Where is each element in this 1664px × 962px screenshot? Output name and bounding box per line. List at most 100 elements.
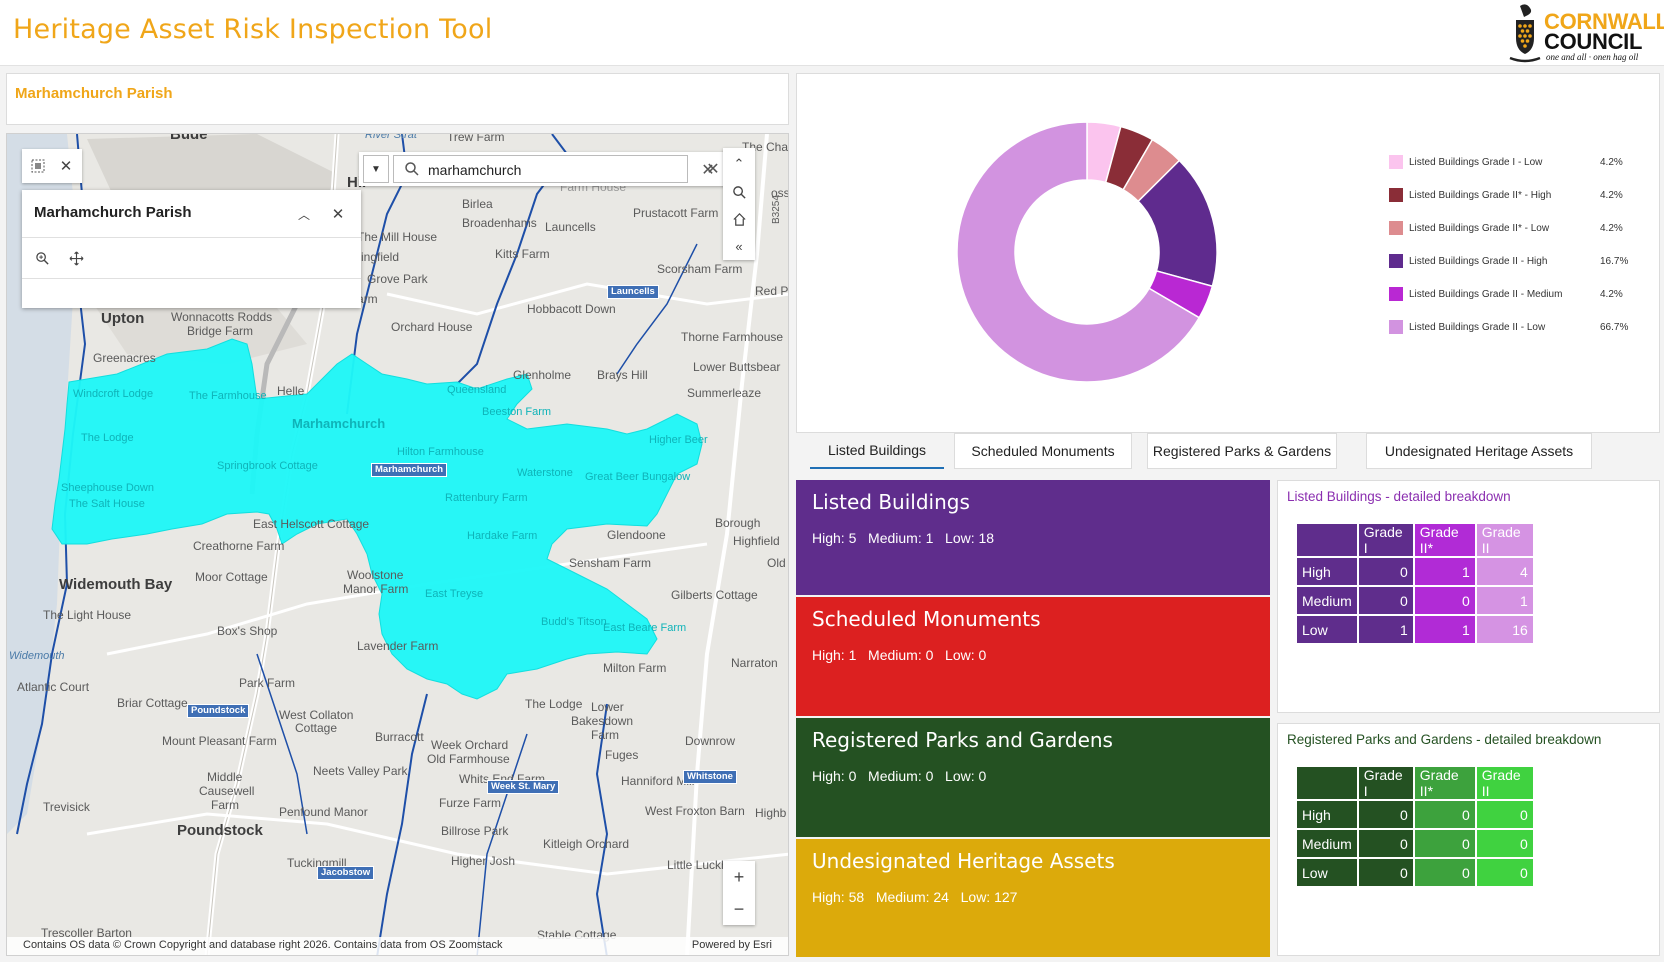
- place-badge: Jacobstow: [317, 866, 375, 880]
- zoom-in-icon[interactable]: +: [733, 866, 745, 887]
- row-label: High: [1297, 801, 1357, 828]
- search-source-dropdown[interactable]: ▼: [363, 155, 389, 183]
- category-card-parks[interactable]: Registered Parks and Gardens High: 0 Med…: [796, 718, 1270, 837]
- table-cell: 0: [1358, 859, 1413, 886]
- zoom-controls: + −: [723, 861, 755, 925]
- category-card-scheduled[interactable]: Scheduled Monuments High: 1 Medium: 0 Lo…: [796, 597, 1270, 716]
- tab-registered-parks-gardens[interactable]: Registered Parks & Gardens: [1147, 433, 1337, 469]
- table-row: High 0 1 4: [1297, 558, 1533, 585]
- map-label: Farm: [211, 798, 239, 812]
- map-label: oss: [771, 186, 789, 200]
- map-label: Trescoller Barton: [41, 926, 132, 940]
- close-icon[interactable]: ✕: [59, 158, 73, 175]
- map-label: Brays Hill: [597, 368, 648, 382]
- map-label: Mount Pleasant Farm: [162, 734, 277, 748]
- category-card-undesignated[interactable]: Undesignated Heritage Assets High: 58 Me…: [796, 839, 1270, 957]
- legend-swatch: [1389, 155, 1403, 169]
- map-label: The Light House: [43, 608, 132, 622]
- map-label: Briar Cottage: [117, 696, 188, 710]
- map-label: Birlea: [462, 197, 493, 211]
- category-stats: High: 1 Medium: 0 Low: 0: [812, 647, 987, 663]
- tab-scheduled-monuments[interactable]: Scheduled Monuments: [954, 433, 1132, 469]
- clear-search-icon[interactable]: ✕: [701, 162, 715, 179]
- home-icon[interactable]: [723, 203, 755, 235]
- expand-panel-icon[interactable]: «: [735, 238, 743, 254]
- legend-swatch: [1389, 320, 1403, 334]
- row-label: Medium: [1297, 587, 1357, 614]
- map-label: West Collaton: [279, 708, 354, 722]
- legend-label: Listed Buildings Grade II* - Low: [1409, 223, 1550, 234]
- map-nav-controls: ⌃ «: [723, 148, 755, 260]
- map-label: The Lodge: [81, 432, 134, 444]
- tab-listed-buildings[interactable]: Listed Buildings: [810, 433, 944, 469]
- cornwall-council-logo: CORNWALL COUNCIL one and all · onen hag …: [1506, 2, 1664, 64]
- table-row: Medium 0 0 1: [1297, 587, 1533, 614]
- search-input[interactable]: [428, 160, 648, 180]
- table-header-cell: Grade II: [1476, 767, 1533, 799]
- selected-parish-panel: Marhamchurch Parish: [6, 73, 789, 125]
- map-label: Waterstone: [517, 467, 573, 479]
- donut-chart: [956, 121, 1218, 383]
- map-label: East Treyse: [425, 588, 484, 600]
- place-badge: Whitstone: [683, 770, 737, 784]
- close-search-icon[interactable]: ✕: [706, 161, 720, 178]
- table-cell: 0: [1414, 859, 1475, 886]
- zoom-search-icon[interactable]: [723, 176, 755, 208]
- select-area-icon[interactable]: [22, 150, 54, 182]
- table-cell: 1: [1358, 616, 1413, 643]
- search-input-wrapper: ✕: [393, 155, 715, 183]
- logo-word-council: COUNCIL: [1544, 29, 1643, 54]
- map-label: Beeston Farm: [482, 406, 552, 418]
- zoom-out-icon[interactable]: −: [733, 898, 745, 919]
- breakdown-table: Grade I Grade II* Grade II High 0 1 4 Medium 0 0 1…: [1295, 522, 1535, 645]
- map-label: Moor Cottage: [195, 570, 268, 584]
- map-label: Higher Josh: [451, 854, 516, 868]
- zoom-to-icon[interactable]: [26, 242, 58, 274]
- map-label: Highb: [755, 806, 787, 820]
- legend-label: Listed Buildings Grade II - High: [1409, 256, 1548, 267]
- map-label: Sensham Farm: [569, 556, 652, 570]
- donut-slice[interactable]: [956, 121, 1201, 383]
- map-label: Atlantic Court: [17, 680, 90, 694]
- breakdown-title: Registered Parks and Gardens - detailed …: [1287, 732, 1602, 747]
- legend-label: Listed Buildings Grade I - Low: [1409, 157, 1543, 168]
- close-popup-icon[interactable]: ✕: [331, 206, 345, 223]
- map-label: Narraton: [731, 656, 778, 670]
- map-label: Grove Park: [367, 272, 428, 286]
- legend-value: 4.2%: [1600, 190, 1623, 201]
- table-cell: 0: [1358, 587, 1413, 614]
- map-label: Manor Farm: [343, 582, 409, 596]
- place-badge: Poundstock: [187, 704, 250, 718]
- map-view[interactable]: Bude River Strat Trew Farm The Cha Hil F…: [6, 133, 789, 956]
- legend-value: 66.7%: [1600, 322, 1629, 333]
- table-header-cell: Grade II: [1476, 524, 1533, 556]
- table-cell: 0: [1476, 859, 1533, 886]
- divider: [22, 278, 361, 279]
- map-label: Scorsham Farm: [657, 262, 743, 276]
- legend-swatch: [1389, 221, 1403, 235]
- category-stats: High: 5 Medium: 1 Low: 18: [812, 530, 995, 546]
- tab-undesignated-assets[interactable]: Undesignated Heritage Assets: [1366, 433, 1592, 469]
- category-card-listed[interactable]: Listed Buildings High: 5 Medium: 1 Low: …: [796, 480, 1270, 595]
- app-header: Heritage Asset Risk Inspection Tool CORN…: [0, 0, 1664, 66]
- place-badge: Week St. Mary: [487, 780, 560, 794]
- category-stats: High: 0 Medium: 0 Low: 0: [812, 768, 987, 784]
- row-label: Medium: [1297, 830, 1357, 857]
- map-label: Park Farm: [239, 676, 296, 690]
- map-label: Hanniford Mill: [621, 774, 695, 788]
- collapse-up-icon[interactable]: ⌃: [733, 156, 745, 171]
- map-label: Poundstock: [177, 822, 263, 839]
- chevron-up-icon[interactable]: ︿: [297, 207, 310, 222]
- map-label: Woolstone: [347, 568, 404, 582]
- legend-value: 4.2%: [1600, 289, 1623, 300]
- map-label: Borough: [715, 516, 761, 530]
- place-badge: Launcells: [607, 285, 659, 299]
- map-label: Glenholme: [513, 368, 572, 382]
- map-label: Great Beer Bungalow: [585, 471, 691, 483]
- table-row: Medium 0 0 0: [1297, 830, 1533, 857]
- parish-boundary-polygon: [51, 338, 703, 700]
- map-label: Red P: [755, 284, 789, 298]
- map-label: Launcells: [545, 220, 596, 234]
- pan-to-icon[interactable]: [60, 242, 92, 274]
- map-label: Queensland: [447, 384, 507, 396]
